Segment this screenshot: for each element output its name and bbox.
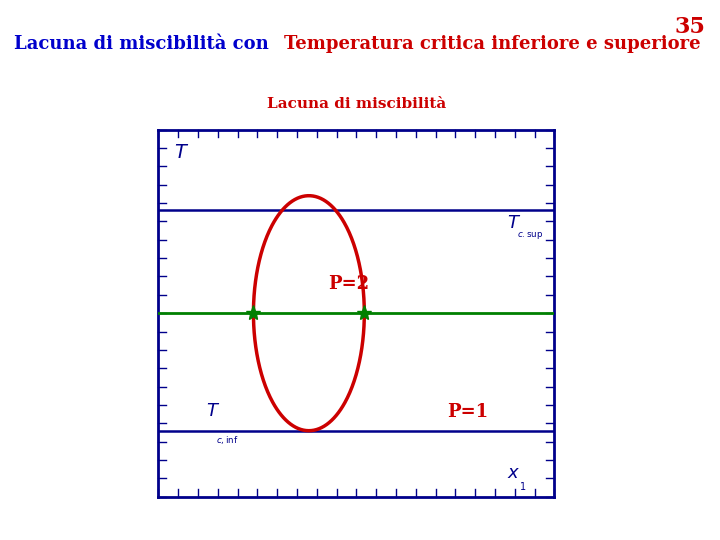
Text: $_1$: $_1$ xyxy=(518,479,526,493)
Text: P=1: P=1 xyxy=(446,403,488,421)
Text: $x$: $x$ xyxy=(507,464,520,482)
Text: $_{\mathit{c},\mathrm{inf}}$: $_{\mathit{c},\mathrm{inf}}$ xyxy=(216,434,238,447)
Text: $_{\mathit{c}.\mathrm{sup}}$: $_{\mathit{c}.\mathrm{sup}}$ xyxy=(517,229,544,242)
Text: $T$: $T$ xyxy=(174,144,189,163)
Text: 35: 35 xyxy=(675,16,706,38)
Text: Lacuna di miscibilità: Lacuna di miscibilità xyxy=(267,97,446,111)
Text: Temperatura critica inferiore e superiore: Temperatura critica inferiore e superior… xyxy=(284,35,701,53)
Text: $T$: $T$ xyxy=(206,402,220,420)
Text: Lacuna di miscibilità con: Lacuna di miscibilità con xyxy=(14,35,275,53)
Text: $T$: $T$ xyxy=(507,214,521,232)
Text: P=2: P=2 xyxy=(328,275,369,293)
